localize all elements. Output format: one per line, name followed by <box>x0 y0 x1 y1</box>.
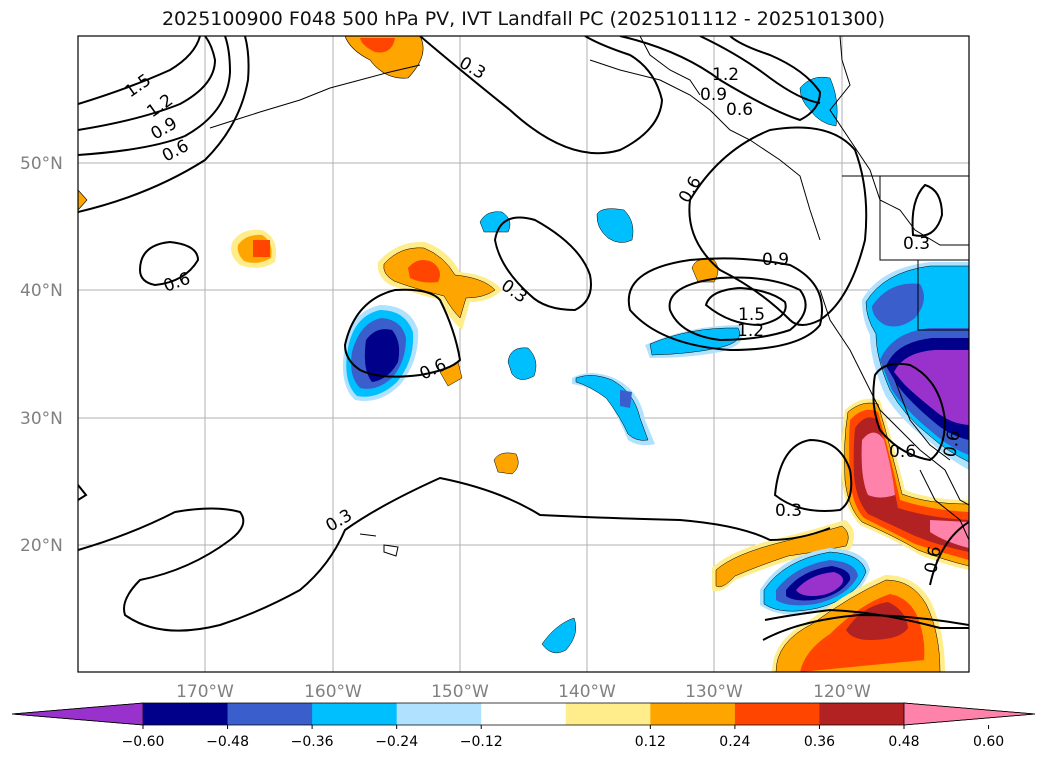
contour-label: 0.6 <box>726 100 753 120</box>
anomaly-far-west <box>78 189 88 211</box>
colorbar: −0.60 −0.48 −0.36 −0.24 −0.12 0.12 0.24 0.36 0.4… <box>11 702 1036 750</box>
anomaly-140w-core <box>620 390 632 408</box>
colorbar-tick-label: 0.12 <box>635 734 666 750</box>
anomaly-157w-core <box>364 329 400 382</box>
lat-label-20n: 20°N <box>20 536 63 556</box>
colorbar-tick-label: 0.48 <box>888 734 919 750</box>
lon-label-170w: 170°W <box>176 682 234 702</box>
colorbar-swatch <box>481 703 567 725</box>
anomaly-alaska <box>344 36 424 79</box>
colorbar-tick-label: 0.36 <box>804 734 835 750</box>
anomaly-118w-core <box>861 432 895 498</box>
anomaly-small-d <box>507 347 537 380</box>
contour-label: 1.2 <box>737 321 764 341</box>
colorbar-swatch <box>227 703 313 725</box>
map-border <box>77 35 970 673</box>
anomaly-125w-band-b <box>715 525 849 588</box>
lon-label-150w: 150°W <box>431 682 489 702</box>
colorbar-extend-min <box>11 702 144 726</box>
contour-label: 0.6 <box>921 545 945 575</box>
colorbar-swatch <box>312 703 398 725</box>
anomaly-small-c <box>596 208 634 243</box>
colorbar-tick-label: −0.12 <box>460 734 503 750</box>
contour-label: 0.3 <box>775 501 802 521</box>
colorbar-tick-label: 0.60 <box>973 734 1004 750</box>
anomaly-small-f <box>493 452 519 475</box>
anomaly-165w-core <box>253 240 270 257</box>
anomaly-120w-south-core <box>846 602 908 640</box>
map-title: 2025100900 F048 500 hPa PV, IVT Landfall… <box>161 8 886 30</box>
contour-label: 0.6 <box>940 429 964 459</box>
colorbar-extend-max <box>903 702 1036 726</box>
contour-label: 0.9 <box>762 250 789 270</box>
lat-label-30n: 30°N <box>20 409 63 429</box>
anomaly-118w-core-b <box>930 520 969 548</box>
lon-label-130w: 130°W <box>685 682 743 702</box>
lon-label-140w: 140°W <box>558 682 616 702</box>
anomaly-125w-neg-core <box>796 572 843 596</box>
longitude-labels: 170°W 160°W 150°W 140°W 130°W 120°W <box>176 682 871 702</box>
colorbar-swatch <box>396 703 482 725</box>
contour-label: 1.5 <box>738 305 765 325</box>
anomaly-112w-core <box>894 350 969 425</box>
contour-label: 1.2 <box>712 65 739 85</box>
anomaly-alaska-core <box>360 38 395 53</box>
colorbar-tick-label: −0.48 <box>206 734 249 750</box>
colorbar-tick-label: −0.36 <box>291 734 334 750</box>
latitude-labels: 50°N 40°N 30°N 20°N <box>20 154 63 556</box>
colorbar-swatch <box>565 703 651 725</box>
colorbar-swatch <box>143 703 229 725</box>
colorbar-tick-label: 0.24 <box>719 734 750 750</box>
lat-label-40n: 40°N <box>20 281 63 301</box>
lat-label-50n: 50°N <box>20 154 63 174</box>
contour-label: 0.9 <box>700 85 727 105</box>
colorbar-swatch <box>650 703 736 725</box>
anomaly-140w-b <box>575 375 649 441</box>
lon-label-160w: 160°W <box>304 682 362 702</box>
anomaly-112w-c <box>872 283 924 327</box>
anomaly-small-b <box>479 211 511 233</box>
colorbar-tick-label: −0.60 <box>122 734 165 750</box>
anomaly-small-e <box>691 258 719 283</box>
anomaly-150w-core <box>408 260 440 283</box>
colorbar-tick-label: −0.24 <box>375 734 418 750</box>
lon-label-120w: 120°W <box>813 682 871 702</box>
colorbar-swatch <box>734 703 820 725</box>
pv-contours <box>78 36 969 641</box>
map-content: 1.5 1.2 0.9 0.6 0.3 0.6 1.2 0.9 0.6 0.6 … <box>78 36 969 672</box>
contour-label: 0.3 <box>903 234 930 254</box>
anomaly-145w-south <box>541 617 576 654</box>
contour-label: 0.6 <box>889 442 916 462</box>
colorbar-swatch <box>819 703 905 725</box>
